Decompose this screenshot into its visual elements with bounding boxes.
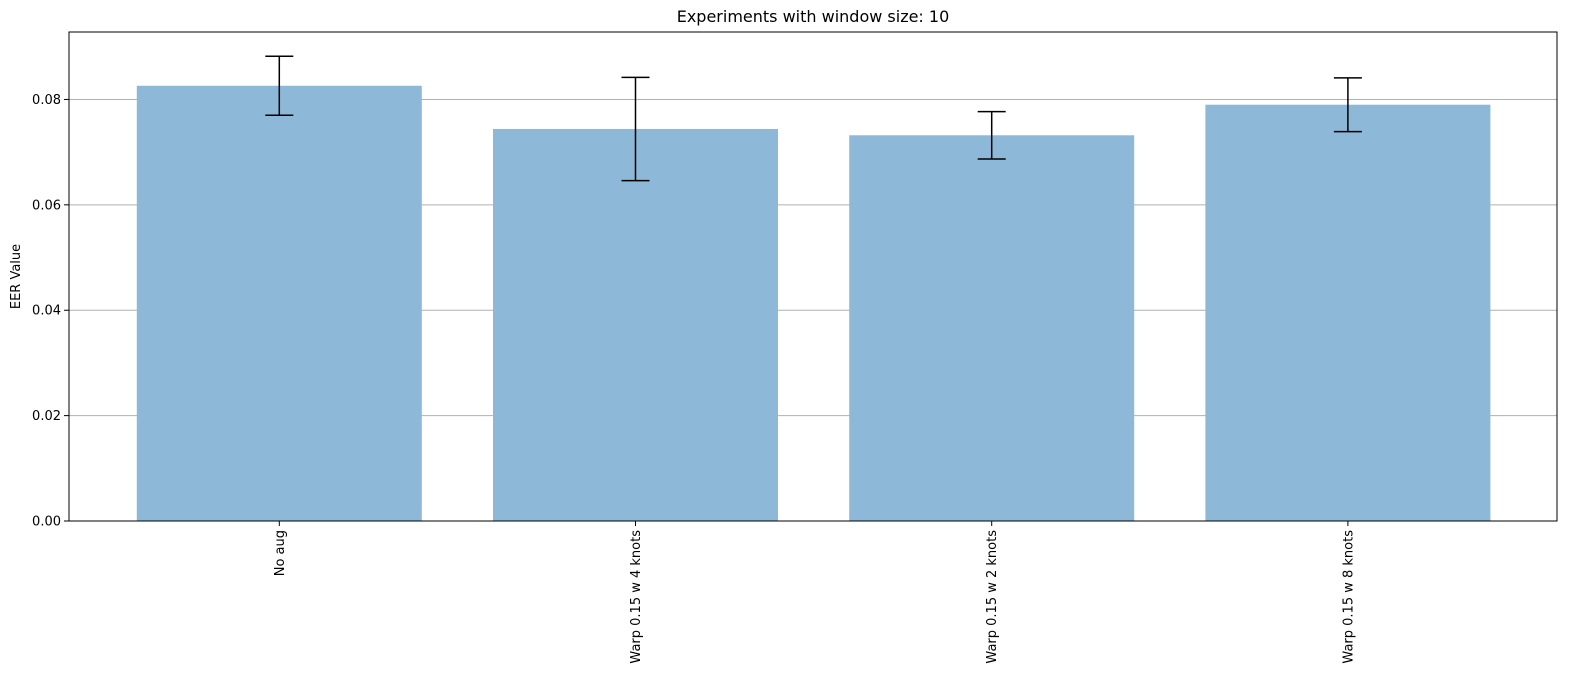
plot-frame bbox=[68, 31, 1558, 522]
x-axis-ticks: No aug Warp 0.15 w 4 knots Warp 0.15 w 2 k… bbox=[273, 521, 1356, 664]
y-tick-label: 0.08 bbox=[32, 93, 61, 108]
y-axis-label: EER Value bbox=[9, 244, 24, 309]
x-tick-label: No aug bbox=[273, 530, 288, 576]
error-bars bbox=[265, 55, 1362, 182]
y-tick-label: 0.02 bbox=[32, 409, 61, 424]
x-tick-label: Warp 0.15 w 4 knots bbox=[629, 530, 644, 664]
bars bbox=[136, 85, 1491, 522]
y-tick-label: 0.00 bbox=[32, 515, 61, 530]
x-tick-label: Warp 0.15 w 2 knots bbox=[985, 530, 1000, 664]
bar bbox=[493, 128, 778, 521]
y-tick-label: 0.06 bbox=[32, 198, 61, 213]
x-tick-label: Warp 0.15 w 8 knots bbox=[1341, 530, 1356, 664]
bar bbox=[849, 135, 1135, 522]
y-axis-ticks: 0.00 0.02 0.04 0.06 0.08 bbox=[32, 93, 69, 530]
bar bbox=[136, 85, 422, 521]
chart-title: Experiments with window size: 10 bbox=[677, 7, 950, 26]
y-tick-label: 0.04 bbox=[32, 304, 61, 319]
bar bbox=[1205, 104, 1491, 521]
